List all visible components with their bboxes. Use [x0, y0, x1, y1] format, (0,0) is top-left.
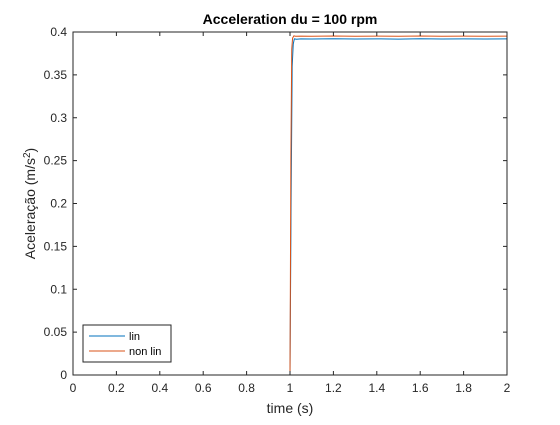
chart-title: Acceleration du = 100 rpm: [203, 11, 378, 27]
y-tick-label: 0.15: [44, 239, 68, 253]
x-tick-label: 0.4: [151, 381, 168, 395]
x-tick-label: 1.2: [325, 381, 342, 395]
legend: lin non lin: [82, 324, 172, 363]
x-tick-label: 1.6: [412, 381, 429, 395]
y-tick-label: 0.05: [44, 325, 68, 339]
x-tick-label: 1.4: [368, 381, 385, 395]
y-axis-label-prefix: Aceleração (m/s: [22, 158, 38, 259]
x-tick-label: 0: [70, 381, 77, 395]
x-tick-label: 2: [504, 381, 511, 395]
y-tick-label: 0.35: [44, 68, 68, 82]
x-tick-label: 0.6: [195, 381, 212, 395]
x-tick-label: 1.8: [455, 381, 472, 395]
ticks-group: 0 0.2 0.4 0.6 0.8 1 1.2 1.4 1.6 1.8 2 0 0.05 0.1 0.15 0…: [44, 25, 511, 395]
y-axis-label-suffix: ): [22, 148, 38, 153]
y-tick-label: 0.25: [44, 154, 68, 168]
x-axis-label: time (s): [267, 400, 314, 416]
x-tick-label: 0.2: [108, 381, 125, 395]
legend-label-1: lin: [129, 331, 140, 343]
legend-box: [82, 324, 172, 363]
y-tick-label: 0.1: [50, 282, 67, 296]
x-tick-label: 1: [287, 381, 294, 395]
series-group: [73, 35, 508, 376]
y-tick-label: 0.3: [50, 111, 67, 125]
series-line-1: [73, 38, 508, 376]
y-axis-label-superscript: 2: [22, 152, 33, 158]
x-tick-label: 0.8: [238, 381, 255, 395]
y-axis-label: Aceleração (m/s2): [22, 148, 39, 259]
legend-label-2: non lin: [129, 346, 161, 358]
y-tick-label: 0: [60, 368, 67, 382]
y-tick-label: 0.4: [50, 25, 67, 39]
y-tick-label: 0.2: [50, 197, 67, 211]
series-line-2: [73, 35, 508, 376]
